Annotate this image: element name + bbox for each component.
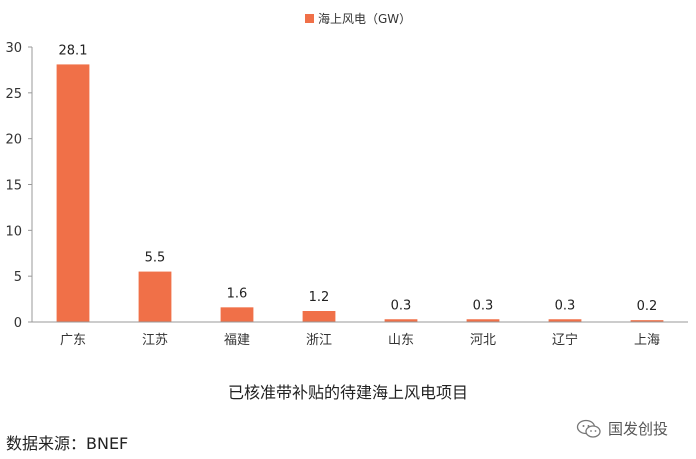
data-label: 5.5	[145, 251, 166, 266]
data-label: 0.2	[637, 299, 658, 314]
y-axis: 0 5 10 15 20 25 30	[5, 41, 33, 331]
x-tick-label: 辽宁	[552, 332, 578, 348]
data-label: 1.2	[309, 290, 330, 305]
bar	[466, 319, 500, 322]
y-tick-label: 15	[5, 179, 22, 194]
y-tick-label: 25	[5, 87, 22, 102]
watermark: 国发创投	[576, 418, 668, 439]
y-tick-label: 10	[5, 224, 22, 239]
watermark-text: 国发创投	[608, 420, 669, 438]
data-label: 1.6	[227, 286, 248, 301]
x-tick-label: 江苏	[142, 332, 168, 348]
x-tick-label: 山东	[388, 333, 414, 348]
bar	[302, 311, 336, 322]
bar	[138, 271, 172, 322]
x-tick-label: 河北	[470, 333, 496, 348]
x-tick-label: 上海	[634, 333, 660, 348]
bars: 28.1 5.5 1.6 1.2 0.3 0.3 0.3 0.2	[56, 43, 664, 323]
y-tick-label: 5	[14, 270, 22, 285]
bar-chart: 海上风电（GW） 0 5 10 15 20 25 30 28.1 5.5 1.6 1.2 0.3 0.…	[5, 11, 688, 348]
chart-caption: 已核准带补贴的待建海上风电项目	[227, 383, 468, 402]
x-axis: 广东 江苏 福建 浙江 山东 河北 辽宁 上海	[32, 321, 688, 348]
y-tick-label: 30	[5, 41, 22, 56]
data-label: 28.1	[59, 43, 88, 58]
data-label: 0.3	[391, 298, 412, 313]
bar	[56, 64, 90, 323]
legend-label: 海上风电（GW）	[318, 11, 411, 26]
x-tick-label: 福建	[224, 333, 250, 348]
legend-swatch	[305, 14, 314, 23]
data-label: 0.3	[473, 298, 494, 313]
x-tick-label: 广东	[60, 333, 86, 348]
y-tick-label: 20	[5, 133, 22, 148]
bar	[384, 319, 418, 322]
data-label: 0.3	[555, 298, 576, 313]
x-tick-label: 浙江	[306, 333, 332, 348]
wechat-icon	[576, 419, 601, 438]
chart-legend: 海上风电（GW）	[305, 11, 411, 26]
data-source: 数据来源：BNEF	[6, 434, 129, 453]
bar	[630, 320, 664, 322]
bar	[548, 319, 582, 322]
y-tick-label: 0	[14, 316, 22, 331]
bar	[220, 307, 254, 322]
